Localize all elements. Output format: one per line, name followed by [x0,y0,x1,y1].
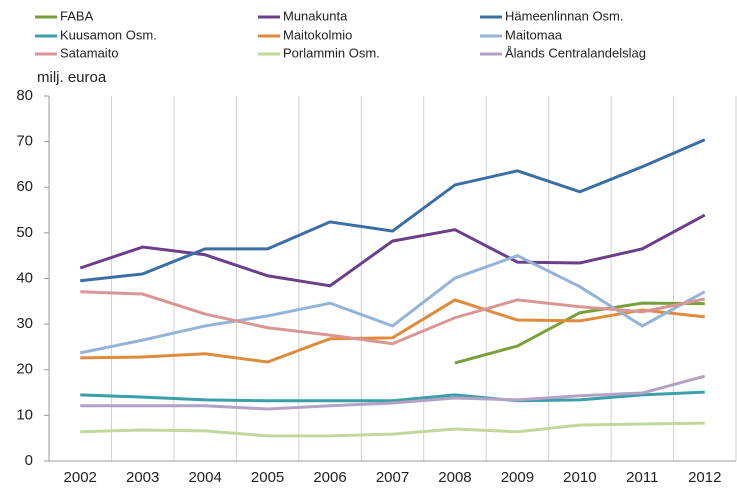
series-line [80,298,705,364]
x-tick-label: 2010 [563,469,596,486]
legend-label: FABA [60,8,94,23]
x-tick-label: 2011 [626,469,658,486]
x-tick-label: 2006 [313,469,346,486]
series-line [80,290,706,346]
legend-label: Kuusamon Osm. [60,27,157,42]
y-tick-label: 80 [16,87,33,104]
x-tick-label: 2007 [376,469,409,486]
legend-label: Hämeenlinnan Osm. [505,8,624,23]
y-tick-label: 10 [16,406,33,423]
legend-label: Ålands Centralandelslag [505,45,646,60]
series-line [80,421,705,438]
series-line [80,138,706,283]
series-line [79,254,706,355]
y-tick-label: 40 [16,269,33,286]
y-tick-label: 50 [16,224,33,241]
legend-label: Porlammin Osm. [283,45,380,60]
legend-label: Maitomaa [505,27,563,42]
y-tick-label: 30 [16,315,33,332]
x-tick-label: 2002 [64,469,97,486]
legend-label: Munakunta [283,8,348,23]
y-tick-label: 60 [16,178,33,195]
x-tick-label: 2012 [688,469,721,486]
y-tick-label: 20 [16,361,33,378]
y-tick-label: 0 [25,452,33,469]
y-tick-label: 70 [16,133,33,150]
legend-label: Satamaito [60,45,119,60]
x-tick-label: 2003 [126,469,159,486]
x-tick-label: 2009 [501,469,534,486]
series-line [454,301,705,365]
y-axis-label: milj. euroa [37,69,107,86]
x-tick-label: 2005 [251,469,284,486]
series-line [79,213,706,288]
series-line [80,374,706,411]
x-tick-label: 2004 [188,469,221,486]
series-line [80,390,705,403]
legend-label: Maitokolmio [283,27,352,42]
x-tick-label: 2008 [438,469,471,486]
